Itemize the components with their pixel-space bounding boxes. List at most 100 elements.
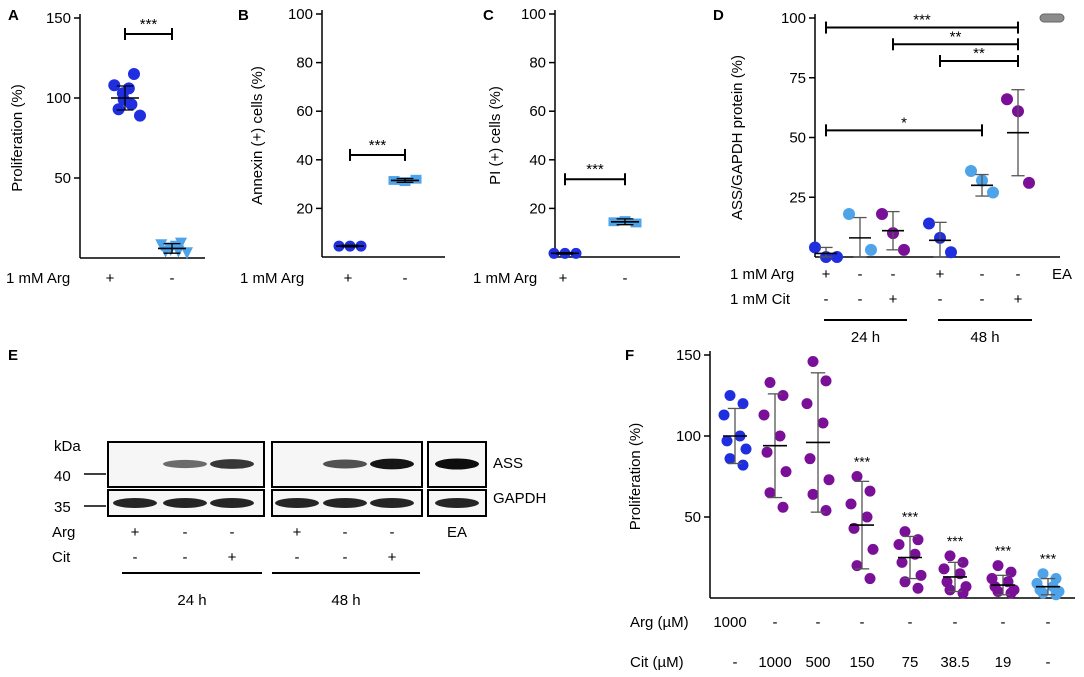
blot-condition-rows: + - - + - - EA - - + - - + — [131, 524, 467, 566]
chart-b: 20 40 60 80 100 Annexin (+) cells (%) *** 1 mM … — [240, 6, 445, 287]
marker-40-label: 40 — [54, 468, 71, 485]
blot-gapdh-band — [275, 498, 319, 508]
panel-label-b: B — [238, 7, 249, 24]
chart-c: 20 40 60 80 100 PI (+) cells (%) *** 1 mM Arg + - — [473, 6, 680, 287]
panel-label-f: F — [625, 347, 634, 364]
chart-f-row-value: 19 — [995, 654, 1012, 671]
chart-f-point — [896, 556, 908, 568]
chart-c-y-axis-title: PI (+) cells (%) — [487, 86, 504, 185]
blot-row-value: - — [295, 549, 300, 566]
blot-row-value: EA — [447, 524, 467, 541]
chart-f-point — [758, 409, 770, 421]
chart-f-point — [823, 474, 835, 486]
blot-gapdh-band — [435, 498, 479, 508]
blot-gapdh-band — [163, 498, 207, 508]
chart-f-point — [777, 501, 789, 513]
chart-f-row-label: Cit (µM) — [630, 654, 684, 671]
chart-a-point — [108, 79, 121, 92]
chart-f-sig-label: *** — [902, 509, 919, 525]
chart-f-point — [777, 390, 789, 401]
chart-a-point — [181, 247, 193, 260]
blot-gapdh-band — [113, 498, 157, 508]
chart-f-point — [845, 498, 857, 510]
chart-d-row-value: - — [858, 291, 863, 308]
chart-f-point — [817, 417, 829, 429]
panel-label-e: E — [8, 347, 18, 364]
band-label-gapdh: GAPDH — [493, 490, 546, 507]
chart-f-point — [737, 398, 749, 410]
chart-f-point — [804, 453, 816, 465]
chart-f-point — [864, 573, 876, 585]
chart-d-row-value: + — [936, 266, 945, 283]
chart-d-point — [876, 207, 888, 220]
chart-f-row-value: - — [953, 614, 958, 631]
blot-row-value: - — [183, 549, 188, 566]
band-label-ass: ASS — [493, 455, 523, 472]
chart-f-row-value: 1000 — [713, 614, 746, 631]
chart-f-sig-label: *** — [1040, 551, 1057, 567]
blot-ass-band — [370, 458, 414, 470]
chart-f-point — [780, 466, 792, 478]
blot-row-label-arg: Arg — [52, 524, 75, 541]
chart-f-point — [807, 355, 819, 367]
panel-label-d: D — [713, 7, 724, 24]
chart-a-y-tick-label: 100 — [46, 90, 71, 107]
panel-label-c: C — [483, 7, 494, 24]
chart-d-row-value: - — [891, 266, 896, 283]
blot-row-value: - — [183, 524, 188, 541]
chart-b-y-tick-label: 100 — [288, 6, 313, 23]
blot-row-value: - — [343, 524, 348, 541]
chart-f-point — [718, 409, 730, 421]
chart-f-point — [864, 485, 876, 497]
chart-f-point — [912, 582, 924, 594]
chart-c-row-value: + — [559, 270, 568, 287]
chart-d-sig-label: ** — [950, 28, 962, 45]
blot-row-label-cit: Cit — [52, 549, 71, 566]
chart-f-row-value: 75 — [902, 654, 919, 671]
chart-d-row-value: + — [889, 291, 898, 308]
chart-d-point — [809, 241, 821, 254]
blot-ass-band — [435, 458, 479, 470]
chart-c-y-tick-label: 20 — [529, 200, 546, 217]
chart-a-point — [112, 103, 125, 116]
chart-d-point — [1023, 176, 1035, 189]
chart-d-row-value: - — [1016, 266, 1021, 283]
chart-b-row-value: - — [403, 270, 408, 287]
chart-f: 50 100 150 Proliferation (%) *** *** *** *** ***… — [627, 347, 1075, 671]
chart-f-row-value: - — [860, 614, 865, 631]
chart-c-point — [630, 218, 642, 228]
chart-b-sig-label: *** — [369, 137, 387, 154]
chart-d-row-value: - — [980, 266, 985, 283]
chart-f-point — [740, 443, 752, 455]
chart-f-row-value: 38.5 — [940, 654, 969, 671]
chart-a-point — [134, 109, 146, 122]
chart-a-y-axis-title: Proliferation (%) — [9, 84, 26, 192]
chart-f-sig-label: *** — [854, 454, 871, 470]
kda-label: kDa — [54, 438, 81, 455]
blot-row-value: - — [133, 549, 138, 566]
chart-d-row-value: - — [938, 291, 943, 308]
chart-b-point — [410, 174, 422, 184]
chart-f-point — [893, 539, 905, 551]
chart-f-y-axis-title: Proliferation (%) — [627, 423, 644, 531]
chart-a-point — [175, 237, 187, 250]
chart-f-y-tick-label: 100 — [676, 428, 701, 445]
chart-a-y-tick-label: 50 — [54, 170, 71, 187]
chart-d-row-value: EA — [1052, 266, 1072, 283]
chart-a-sig-label: *** — [140, 16, 158, 33]
chart-f-point — [915, 569, 927, 581]
chart-d-row-value: - — [858, 266, 863, 283]
blot-ass-band — [163, 459, 207, 469]
chart-d-row-value: + — [822, 266, 831, 283]
chart-f-row-value: - — [1001, 614, 1006, 631]
chart-f-point — [944, 584, 956, 596]
chart-a: 50 100 150 Proliferation (%) *** 1 mM Arg + - — [6, 10, 205, 287]
chart-d-point — [965, 164, 977, 177]
chart-f-point — [992, 560, 1004, 572]
chart-c-row-label: 1 mM Arg — [473, 270, 537, 287]
chart-d-y-tick-label: 25 — [789, 189, 806, 206]
blot-row-value: + — [131, 524, 140, 541]
chart-f-row-value: - — [1046, 614, 1051, 631]
blot-row-value: - — [390, 524, 395, 541]
